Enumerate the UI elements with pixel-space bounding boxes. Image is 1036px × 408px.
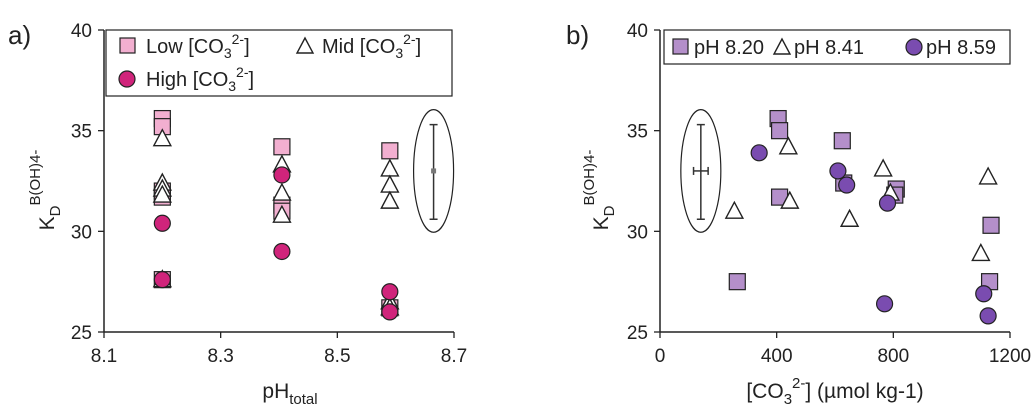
y-title-sub-a: D [47, 205, 64, 216]
x-tick-label: 8.7 [441, 346, 467, 367]
triangle-point [272, 204, 292, 223]
y-tick-label: 35 [627, 122, 648, 143]
circle-point [381, 283, 399, 301]
x-ticks-b: 0 400 800 1200 [655, 332, 1031, 367]
triangle-point [978, 166, 998, 185]
triangle-point [971, 242, 991, 262]
y-title-sup-b: B(OH)4- [581, 150, 598, 206]
error-bar-a [412, 109, 455, 233]
error-ellipse [412, 109, 455, 233]
triangle-point [272, 182, 292, 201]
circle-point [153, 271, 171, 289]
circle-point [979, 307, 997, 325]
error-bar-b [680, 109, 722, 233]
legend-square-icon [119, 37, 136, 54]
error-center [431, 168, 437, 174]
plot-area-a [152, 109, 455, 321]
circle-point [878, 194, 897, 212]
y-ticks-b: 25 30 35 40 [627, 21, 660, 344]
legend-box-b [663, 29, 1011, 65]
error-ellipse [680, 109, 722, 233]
legend-label-ph841: pH 8.41 [794, 37, 864, 59]
legend-label-low: Low [CO32-] [146, 31, 250, 61]
circle-point [875, 295, 894, 313]
y-tick-label: 40 [627, 21, 648, 42]
y-tick-label: 40 [71, 21, 92, 42]
square-point [273, 138, 291, 156]
circle-point [381, 303, 399, 321]
x-axis-title-a: pHtotal [262, 380, 317, 408]
legend-label-ph859: pH 8.59 [926, 37, 996, 59]
triangle-point [380, 174, 400, 193]
triangle-point [778, 136, 798, 155]
legend-b: pH 8.20 pH 8.41 pH 8.59 [663, 29, 1011, 65]
y-title-sub-b: D [601, 205, 618, 216]
y-tick-label: 25 [71, 323, 92, 344]
circle-point [975, 285, 993, 303]
square-point [728, 273, 746, 291]
x-title-main-a: pH [262, 380, 289, 403]
x-ticks-a: 8.1 8.3 8.5 8.7 [91, 332, 467, 367]
legend-triangle-icon [295, 36, 315, 54]
legend-label-ph820: pH 8.20 [694, 37, 764, 59]
square-point [381, 142, 399, 160]
y-tick-label: 35 [71, 122, 92, 143]
legend-label-mid: Mid [CO32-] [322, 31, 421, 61]
x-tick-label: 8.3 [207, 346, 233, 367]
square-point [770, 122, 789, 140]
circle-point [153, 214, 171, 232]
y-axis-title-a: KDB(OH)4- [27, 150, 64, 231]
triangle-point [152, 184, 172, 203]
y-tick-label: 25 [627, 323, 648, 344]
x-tick-label: 400 [761, 346, 793, 367]
chart-panel-b: b) 0 400 800 1200 25 30 35 40 KDB(OH)4- [CO32-… [566, 20, 1031, 408]
chart-panel-a: a) 8.1 8.3 8.5 8.7 25 30 35 40 KDB(OH)4- pHtot… [8, 20, 467, 408]
x-tick-label: 1200 [989, 346, 1031, 367]
legend-triangle-icon [772, 37, 792, 55]
triangle-point [839, 208, 860, 227]
square-point [982, 216, 1000, 234]
panel-letter-a: a) [8, 20, 31, 50]
legend-label-high: High [CO32-] [146, 64, 254, 94]
x-tick-label: 0 [655, 346, 666, 367]
circle-point [750, 144, 768, 162]
x-axis-title-b: [CO32-] (µmol kg-1) [746, 375, 923, 408]
triangle-point [152, 128, 172, 147]
plot-area-b [680, 109, 1000, 325]
y-tick-label: 30 [71, 222, 92, 243]
circle-point [273, 166, 291, 184]
legend-box-a [105, 29, 453, 97]
x-tick-label: 8.1 [91, 346, 117, 367]
triangle-point [873, 158, 893, 177]
legend-circle-icon [905, 38, 923, 56]
y-title-main-b: K [590, 216, 613, 230]
y-title-main-a: K [36, 216, 59, 230]
square-point [833, 132, 851, 150]
circle-point [838, 176, 856, 194]
circle-point [273, 242, 291, 261]
y-title-sup-a: B(OH)4- [27, 150, 44, 206]
y-axis-title-b: KDB(OH)4- [581, 150, 618, 231]
svg-text:KDB(OH)4-: KDB(OH)4- [581, 150, 618, 231]
x-tick-label: 8.5 [324, 346, 350, 367]
triangle-point [780, 190, 800, 209]
legend-a: Low [CO32-] Mid [CO32-] High [CO32-] [105, 29, 453, 97]
circle-point [829, 162, 847, 180]
svg-text:KDB(OH)4-: KDB(OH)4- [27, 150, 64, 231]
legend-circle-icon [118, 70, 136, 88]
x-tick-label: 800 [877, 346, 909, 367]
panel-letter-b: b) [566, 20, 589, 50]
triangle-point [724, 200, 745, 219]
triangle-point [380, 190, 400, 209]
y-tick-label: 30 [627, 222, 648, 243]
triangle-point [380, 158, 400, 177]
legend-square-icon [672, 38, 689, 55]
x-title-sub-a: total [289, 391, 317, 408]
y-ticks-a: 25 30 35 40 [71, 21, 104, 344]
